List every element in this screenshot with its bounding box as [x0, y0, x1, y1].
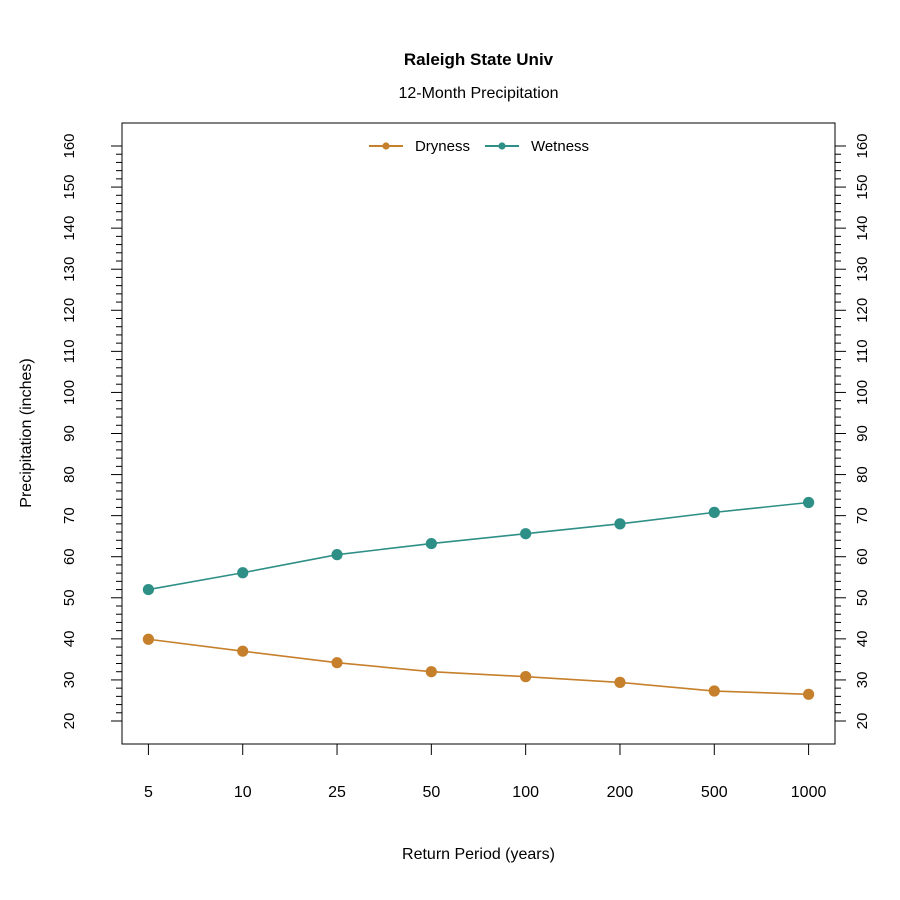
- y-tick-label-right: 30: [854, 672, 871, 689]
- y-tick-label-right: 140: [854, 216, 871, 241]
- wetness-point-200: [614, 518, 626, 530]
- y-tick-label-right: 130: [854, 257, 871, 282]
- legend-label-dryness: Dryness: [414, 137, 470, 155]
- y-tick-label-left: 120: [61, 298, 78, 323]
- x-tick-label: 25: [328, 784, 346, 801]
- y-tick-label-left: 160: [61, 133, 78, 158]
- axis-tick-labels: 20 20 30 30 40 40 50 50 60 60 70 70 80 80 90 90 100 100 11…: [61, 133, 871, 801]
- wetness-point-5: [142, 583, 155, 596]
- wetness-point-500: [708, 506, 720, 518]
- x-tick-label: 1000: [791, 784, 827, 801]
- plot-box: [121, 122, 836, 745]
- y-tick-label-left: 40: [61, 631, 78, 648]
- x-axis-title: Return Period (years): [402, 846, 555, 863]
- dryness-point-50: [425, 666, 437, 678]
- y-tick-label-left: 90: [61, 425, 78, 442]
- x-tick-label: 200: [607, 784, 634, 801]
- legend-label-wetness: Wetness: [530, 137, 590, 155]
- wetness-line: [148, 501, 809, 591]
- y-tick-label-left: 140: [61, 216, 78, 241]
- y-tick-label-left: 110: [61, 339, 78, 363]
- axis-ticks: [111, 145, 846, 755]
- y-tick-label-right: 80: [854, 466, 871, 483]
- y-tick-label-right: 150: [854, 175, 871, 200]
- wetness-point-50: [425, 537, 437, 550]
- wetness-point-25: [331, 549, 343, 561]
- dryness-point-200: [614, 676, 626, 688]
- y-tick-label-left: 30: [61, 672, 78, 689]
- wetness-point-1000: [802, 496, 815, 509]
- dryness-point-100: [520, 671, 532, 683]
- y-tick-label-left: 80: [61, 466, 78, 483]
- wetness-point-10: [237, 567, 249, 579]
- dryness-point-1000: [802, 688, 815, 700]
- wetness-legend-marker-icon: [484, 142, 519, 150]
- legend-entry-dryness: Dryness: [368, 138, 470, 155]
- y-tick-label-right: 110: [854, 339, 871, 363]
- y-tick-label-right: 40: [854, 631, 871, 648]
- dryness-line: [148, 638, 809, 696]
- y-tick-label-right: 160: [854, 133, 871, 158]
- x-tick-label: 50: [422, 784, 440, 801]
- y-tick-label-right: 70: [854, 507, 871, 524]
- chart-legend: Dryness Wetness: [122, 133, 835, 159]
- y-axis-title: Precipitation (inches): [18, 358, 35, 508]
- x-tick-label: 5: [144, 784, 153, 801]
- x-tick-label: 500: [701, 784, 728, 801]
- chart-title: Raleigh State Univ: [403, 50, 554, 69]
- y-tick-label-left: 100: [61, 380, 78, 405]
- x-tick-label: 100: [512, 784, 539, 801]
- y-tick-label-left: 150: [61, 175, 78, 200]
- y-tick-label-right: 60: [854, 548, 871, 565]
- y-tick-label-right: 50: [854, 589, 871, 606]
- dryness-point-10: [237, 645, 249, 657]
- x-tick-label: 10: [234, 784, 252, 801]
- y-tick-label-left: 60: [61, 548, 78, 565]
- y-tick-label-left: 70: [61, 507, 78, 524]
- chart-subtitle: 12-Month Precipitation: [398, 85, 559, 102]
- legend-entry-wetness: Wetness: [484, 138, 589, 155]
- dryness-point-500: [708, 685, 720, 697]
- dryness-point-25: [331, 657, 343, 669]
- y-tick-label-right: 20: [854, 713, 871, 730]
- wetness-series: [142, 496, 815, 596]
- y-tick-label-left: 130: [61, 257, 78, 282]
- dryness-legend-marker-icon: [368, 142, 403, 150]
- wetness-point-100: [520, 528, 532, 540]
- y-tick-label-left: 50: [61, 589, 78, 606]
- y-tick-label-right: 100: [854, 380, 871, 405]
- dryness-point-5: [142, 633, 155, 645]
- y-tick-label-left: 20: [61, 713, 78, 730]
- dryness-series: [142, 633, 815, 700]
- y-tick-label-right: 120: [854, 298, 871, 323]
- y-tick-label-right: 90: [854, 425, 871, 442]
